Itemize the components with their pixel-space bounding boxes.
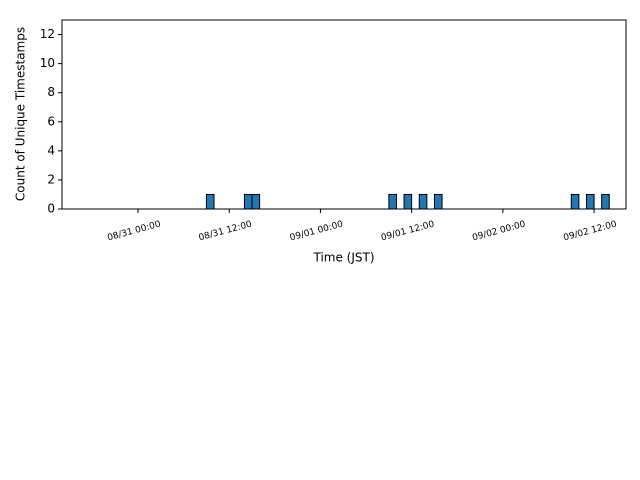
y-tick-label: 2	[47, 172, 55, 186]
x-tick-label: 08/31 12:00	[198, 219, 254, 243]
x-tick-label: 09/01 12:00	[380, 219, 436, 243]
y-tick-label: 0	[47, 202, 55, 216]
bar	[418, 193, 428, 210]
plot-frame	[61, 19, 627, 210]
bar	[243, 193, 253, 210]
bar	[433, 193, 443, 210]
bar	[205, 193, 215, 210]
y-tick-label: 4	[47, 143, 55, 157]
bar	[403, 193, 413, 210]
x-axis-label: Time (JST)	[312, 251, 374, 265]
bar	[570, 193, 580, 210]
x-tick-label: 09/02 12:00	[562, 219, 618, 243]
y-tick-label: 8	[47, 85, 55, 99]
y-tick-label: 10	[40, 56, 55, 70]
y-tick-label: 6	[47, 114, 55, 128]
bar	[251, 193, 261, 210]
x-tick-label: 09/01 00:00	[289, 219, 345, 243]
y-axis-label: Count of Unique Timestamps	[14, 27, 28, 201]
bar	[585, 193, 595, 210]
x-tick-label: 08/31 00:00	[106, 219, 162, 243]
y-tick-label: 12	[40, 27, 55, 41]
bar	[388, 193, 397, 210]
x-tick-label: 09/02 00:00	[471, 219, 527, 243]
bar	[601, 193, 610, 210]
